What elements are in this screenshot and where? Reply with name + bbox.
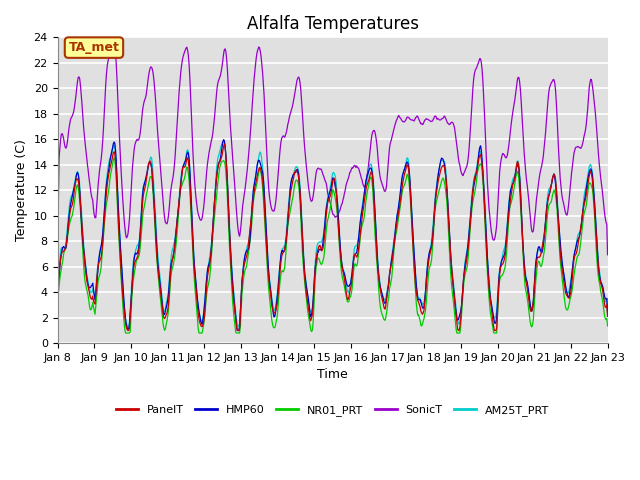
PanelT	[120, 307, 128, 313]
PanelT	[220, 141, 228, 147]
NR01_PRT	[207, 265, 214, 271]
PanelT	[54, 302, 61, 308]
SonicT	[121, 224, 129, 230]
AM25T_PRT	[54, 300, 61, 306]
Legend: PanelT, HMP60, NR01_PRT, SonicT, AM25T_PRT: PanelT, HMP60, NR01_PRT, SonicT, AM25T_P…	[111, 401, 554, 420]
PanelT	[604, 313, 611, 319]
NR01_PRT	[121, 327, 129, 333]
PanelT	[63, 231, 71, 237]
PanelT	[124, 327, 132, 333]
SonicT	[54, 253, 61, 259]
HMP60	[417, 299, 425, 305]
SonicT	[110, 41, 118, 47]
Text: TA_met: TA_met	[68, 41, 120, 54]
Line: SonicT: SonicT	[58, 44, 607, 256]
NR01_PRT	[122, 330, 129, 336]
Line: PanelT: PanelT	[58, 144, 607, 330]
SonicT	[400, 119, 408, 125]
AM25T_PRT	[120, 302, 128, 308]
NR01_PRT	[110, 155, 118, 161]
NR01_PRT	[417, 323, 425, 328]
NR01_PRT	[63, 235, 71, 240]
PanelT	[417, 308, 425, 314]
AM25T_PRT	[176, 185, 184, 191]
PanelT	[401, 170, 409, 176]
SonicT	[177, 70, 184, 76]
X-axis label: Time: Time	[317, 369, 348, 382]
AM25T_PRT	[604, 309, 611, 315]
SonicT	[63, 138, 71, 144]
Line: HMP60: HMP60	[58, 140, 607, 330]
SonicT	[206, 146, 214, 152]
HMP60	[401, 165, 409, 171]
AM25T_PRT	[401, 165, 409, 170]
HMP60	[63, 231, 71, 237]
NR01_PRT	[401, 181, 409, 187]
NR01_PRT	[604, 323, 611, 329]
SonicT	[416, 120, 424, 125]
AM25T_PRT	[235, 324, 243, 329]
HMP60	[54, 301, 61, 307]
Title: Alfalfa Temperatures: Alfalfa Temperatures	[246, 15, 419, 33]
PanelT	[177, 182, 184, 188]
AM25T_PRT	[220, 139, 227, 144]
HMP60	[176, 189, 184, 195]
HMP60	[120, 300, 128, 306]
HMP60	[234, 327, 241, 333]
AM25T_PRT	[417, 298, 425, 303]
AM25T_PRT	[63, 224, 71, 230]
Line: AM25T_PRT: AM25T_PRT	[58, 142, 607, 326]
HMP60	[220, 137, 227, 143]
HMP60	[604, 310, 611, 316]
Line: NR01_PRT: NR01_PRT	[58, 158, 607, 333]
PanelT	[206, 261, 214, 267]
SonicT	[604, 252, 611, 258]
NR01_PRT	[54, 311, 61, 316]
AM25T_PRT	[205, 258, 213, 264]
Y-axis label: Temperature (C): Temperature (C)	[15, 139, 28, 241]
NR01_PRT	[178, 183, 186, 189]
HMP60	[205, 261, 213, 266]
